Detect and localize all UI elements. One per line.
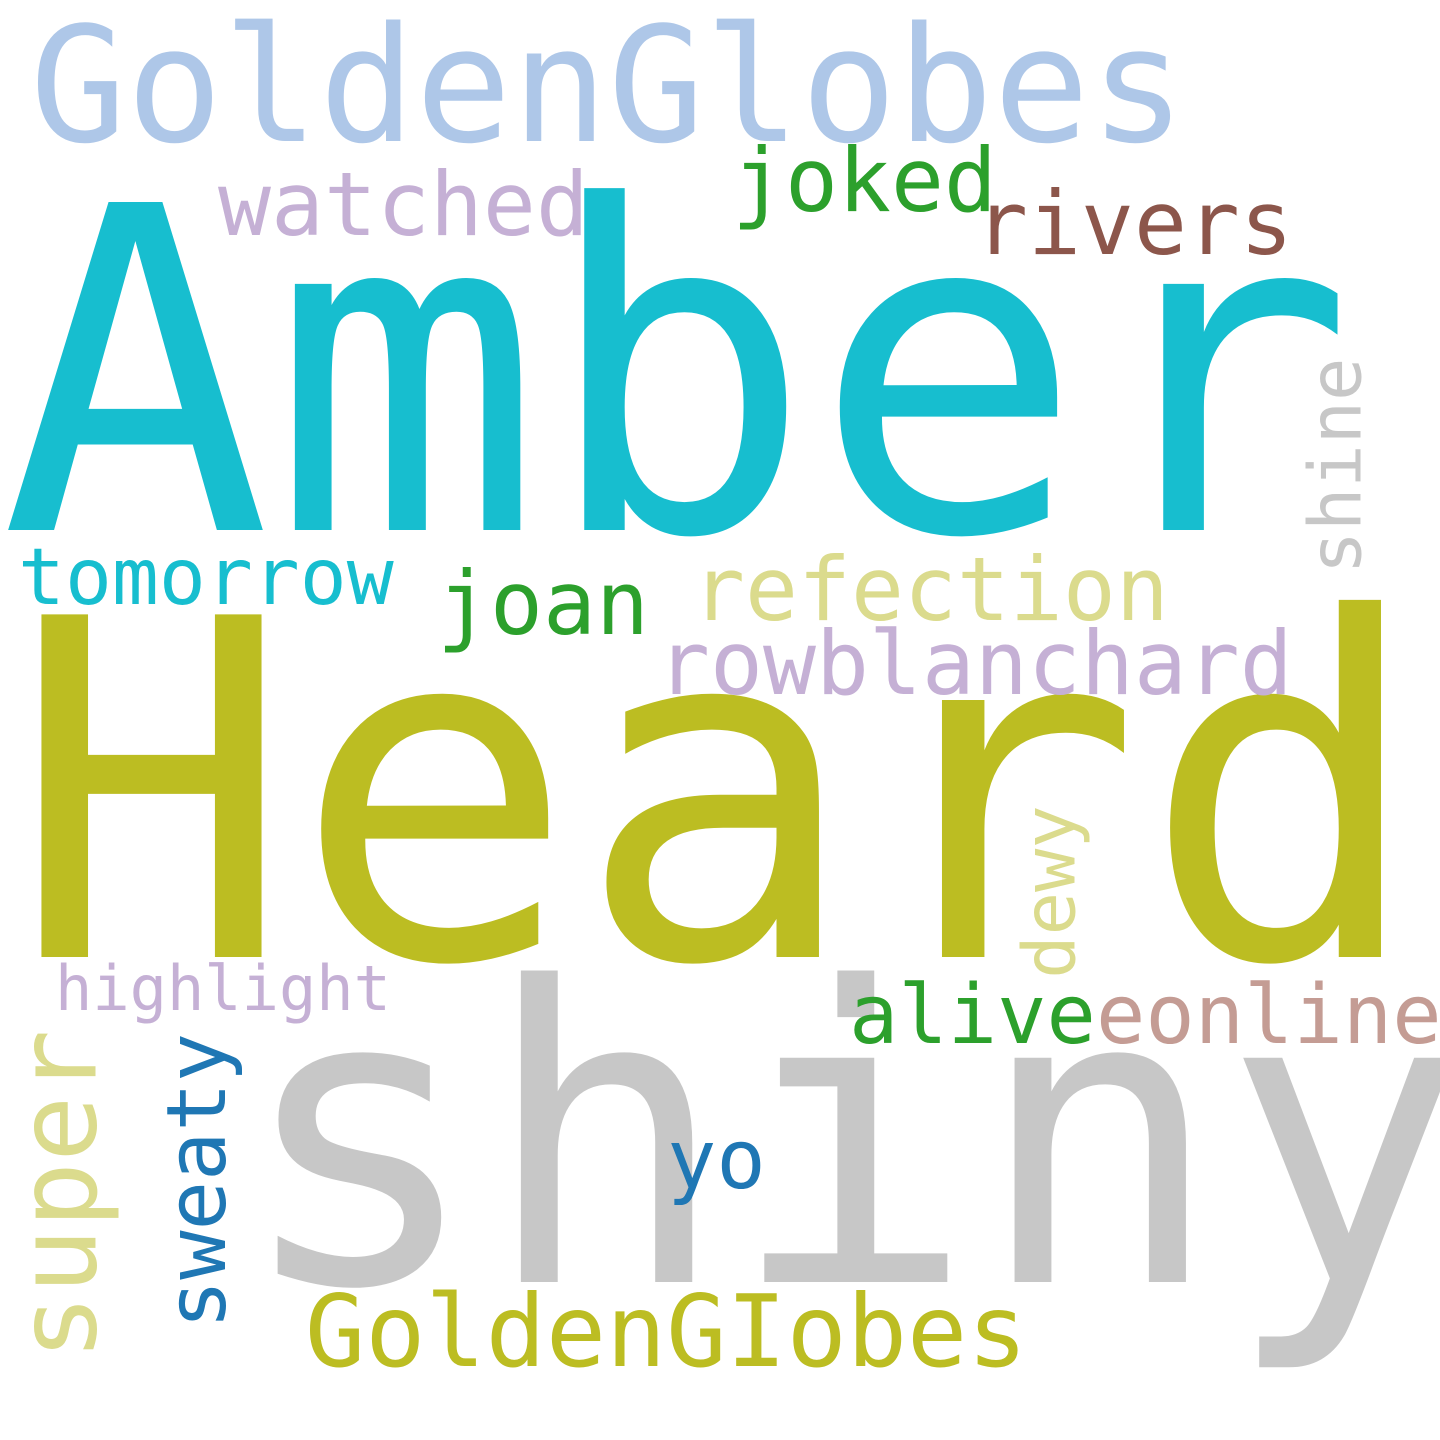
word-yo: yo xyxy=(667,1113,766,1208)
word-super: super xyxy=(0,1029,122,1361)
word-refection: refection xyxy=(692,538,1169,641)
word-goldenglobes: GoldenGlobes xyxy=(30,0,1186,179)
word-amber: Amber xyxy=(0,113,1355,637)
word-highlight: highlight xyxy=(55,952,391,1025)
word-tomorrow: tomorrow xyxy=(18,533,394,623)
word-alive: alive xyxy=(849,968,1096,1063)
word-shine: shine xyxy=(1293,357,1378,575)
word-watched: watched xyxy=(218,153,589,256)
word-goldengiobes: GoldenGIobes xyxy=(305,1273,1028,1390)
word-sweaty: sweaty xyxy=(150,1032,246,1330)
word-eonline: eonline xyxy=(1096,968,1440,1063)
word-rivers: rivers xyxy=(975,172,1293,275)
word-heard: Heard xyxy=(10,521,1425,1068)
word-rowblanchard: rowblanchard xyxy=(657,612,1293,715)
word-joked: joked xyxy=(732,129,997,232)
word-dewy: dewy xyxy=(1007,805,1092,979)
word-shiny: shiny xyxy=(235,901,1440,1379)
word-joan: joan xyxy=(437,552,649,655)
